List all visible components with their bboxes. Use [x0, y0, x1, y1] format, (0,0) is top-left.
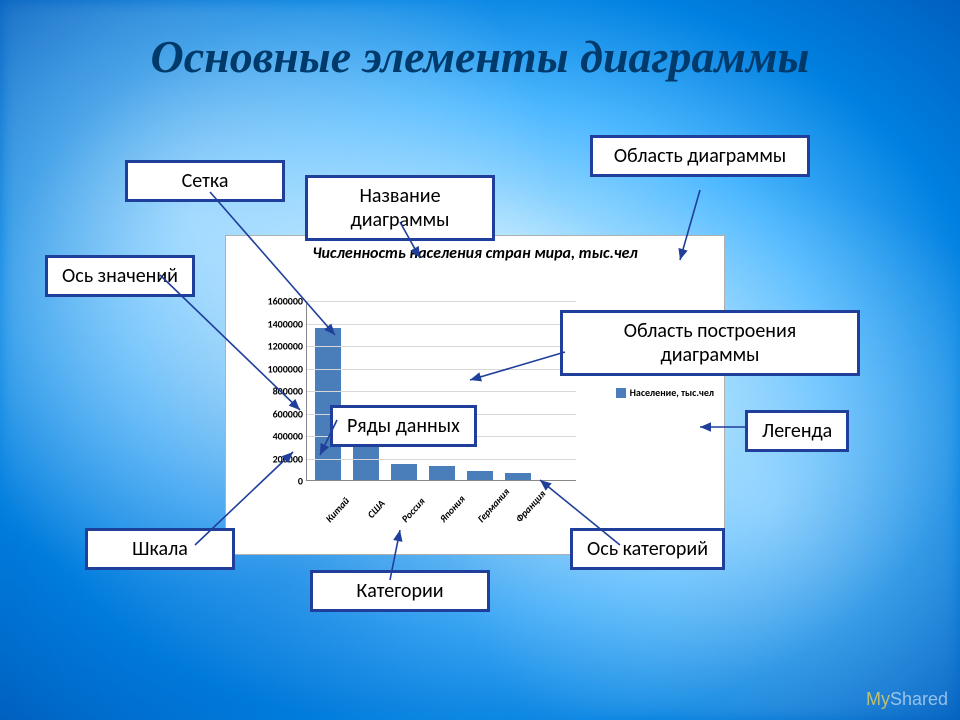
- slide: Основные элементы диаграммы Численность …: [0, 0, 960, 720]
- chart-title: Численность населения стран мира, тыс.че…: [226, 244, 724, 264]
- y-tick-label: 1600000: [268, 295, 307, 308]
- y-tick-label: 1400000: [268, 317, 307, 330]
- x-tick-label: Китай: [323, 497, 350, 525]
- bar: [429, 466, 455, 480]
- callout-legend-label: Легенда: [762, 419, 832, 443]
- x-tick-label: Россия: [399, 497, 426, 525]
- y-tick-label: 1000000: [268, 362, 307, 375]
- x-tick-label: Франция: [513, 497, 540, 525]
- callout-categories: Категории: [310, 570, 490, 612]
- callout-chart-title: Название диаграммы: [305, 175, 495, 241]
- y-tick-label: 800000: [273, 385, 307, 398]
- callout-cat-axis: Ось категорий: [570, 528, 725, 570]
- watermark-suffix: Shared: [890, 689, 948, 709]
- grid-line: [307, 346, 576, 347]
- callout-chart-area: Область диаграммы: [590, 135, 810, 177]
- chart-area: Численность населения стран мира, тыс.че…: [225, 235, 725, 555]
- x-tick-label: Германия: [475, 497, 502, 525]
- callout-series: Ряды данных: [330, 405, 477, 447]
- callout-grid: Сетка: [125, 160, 285, 202]
- grid-line: [307, 324, 576, 325]
- callout-value-axis-label: Ось значений: [62, 264, 178, 288]
- callout-chart-title-label: Название диаграммы: [351, 184, 450, 232]
- callout-categories-label: Категории: [356, 579, 443, 603]
- y-tick-label: 1200000: [268, 340, 307, 353]
- y-tick-label: 600000: [273, 407, 307, 420]
- bar: [467, 471, 493, 480]
- plot-area: 0200000400000600000800000100000012000001…: [306, 301, 576, 481]
- x-tick-label: Япония: [437, 497, 464, 525]
- bar: [353, 445, 379, 480]
- watermark: MyShared: [866, 689, 948, 710]
- grid-line: [307, 391, 576, 392]
- callout-series-label: Ряды данных: [347, 414, 460, 438]
- grid-line: [307, 369, 576, 370]
- callout-scale: Шкала: [85, 528, 235, 570]
- callout-cat-axis-label: Ось категорий: [587, 537, 708, 561]
- bar: [391, 464, 417, 480]
- grid-line: [307, 301, 576, 302]
- legend: Население, тыс.чел: [616, 386, 714, 399]
- callout-chart-area-label: Область диаграммы: [614, 144, 786, 168]
- callout-legend: Легенда: [745, 410, 849, 452]
- callout-scale-label: Шкала: [132, 537, 188, 561]
- y-tick-label: 400000: [273, 430, 307, 443]
- callout-plot-area-label: Область построения диаграммы: [624, 319, 797, 367]
- legend-swatch: [616, 388, 626, 398]
- x-tick-label: США: [361, 497, 388, 525]
- callout-value-axis: Ось значений: [45, 255, 195, 297]
- slide-title: Основные элементы диаграммы: [0, 30, 960, 83]
- watermark-prefix: My: [866, 689, 890, 709]
- bar: [505, 473, 531, 480]
- x-axis-labels: КитайСШАРоссияЯпонияГерманияФранция: [306, 483, 576, 496]
- legend-label: Население, тыс.чел: [630, 386, 714, 399]
- y-tick-label: 200000: [273, 452, 307, 465]
- grid-line: [307, 459, 576, 460]
- callout-plot-area: Область построения диаграммы: [560, 310, 860, 376]
- callout-grid-label: Сетка: [182, 169, 229, 193]
